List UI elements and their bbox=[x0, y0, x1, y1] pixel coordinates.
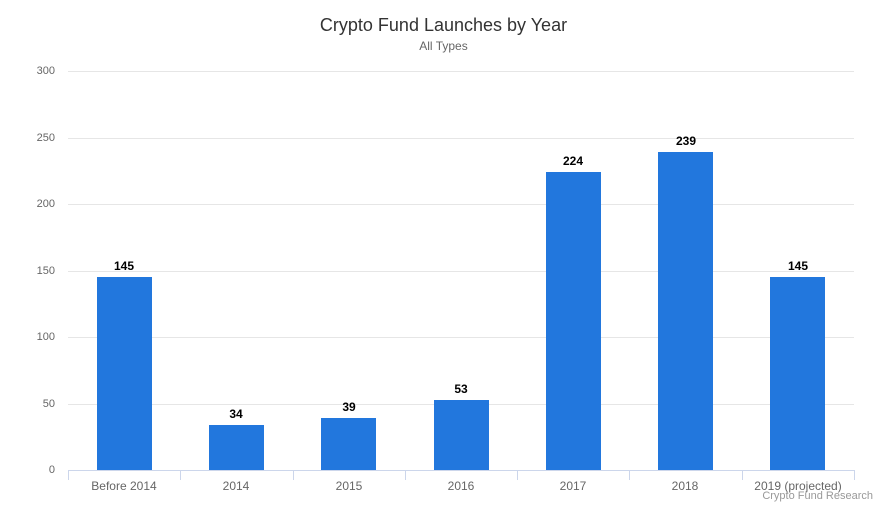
chart-subtitle: All Types bbox=[419, 39, 468, 53]
y-gridline bbox=[68, 204, 854, 205]
bar-2015[interactable] bbox=[321, 418, 376, 470]
x-axis-tick bbox=[854, 470, 855, 480]
bar-2017[interactable] bbox=[546, 172, 601, 470]
y-axis-tick-label: 50 bbox=[42, 398, 55, 410]
y-axis-tick-label: 100 bbox=[36, 331, 55, 343]
x-axis-category-label: 2014 bbox=[222, 479, 250, 493]
x-axis-line bbox=[68, 470, 854, 471]
y-axis-tick-label: 150 bbox=[36, 265, 55, 277]
bar-value-label: 34 bbox=[229, 407, 243, 421]
y-gridline bbox=[68, 138, 854, 139]
y-axis-tick-label: 300 bbox=[36, 65, 55, 77]
bar-2016[interactable] bbox=[434, 400, 489, 470]
bar-value-label: 224 bbox=[562, 154, 584, 168]
x-axis-tick bbox=[68, 470, 69, 480]
y-gridline bbox=[68, 71, 854, 72]
credits-label: Crypto Fund Research bbox=[762, 490, 873, 502]
x-axis-category-label: 2016 bbox=[447, 479, 475, 493]
x-axis-tick bbox=[180, 470, 181, 480]
bar-before-2014[interactable] bbox=[97, 277, 152, 470]
bar-2014[interactable] bbox=[209, 425, 264, 470]
bar-2018[interactable] bbox=[658, 152, 713, 470]
y-gridline bbox=[68, 271, 854, 272]
x-axis-category-label: 2015 bbox=[335, 479, 363, 493]
y-axis-tick-label: 0 bbox=[48, 464, 55, 476]
y-gridline bbox=[68, 337, 854, 338]
x-axis-tick bbox=[293, 470, 294, 480]
chart-title: Crypto Fund Launches by Year bbox=[319, 15, 568, 35]
x-axis-tick bbox=[405, 470, 406, 480]
bar-value-label: 145 bbox=[787, 259, 809, 273]
bar-value-label: 145 bbox=[113, 259, 135, 273]
y-axis-tick-label: 200 bbox=[36, 198, 55, 210]
bar-2019-projected-[interactable] bbox=[770, 277, 825, 470]
x-axis-tick bbox=[629, 470, 630, 480]
x-axis-category-label: 2017 bbox=[559, 479, 587, 493]
x-axis-category-label: Before 2014 bbox=[91, 479, 157, 493]
x-axis-category-label: 2018 bbox=[671, 479, 699, 493]
y-axis-tick-label: 250 bbox=[36, 132, 55, 144]
bar-value-label: 53 bbox=[454, 382, 468, 396]
bar-value-label: 239 bbox=[675, 134, 697, 148]
x-axis-tick bbox=[517, 470, 518, 480]
bar-value-label: 39 bbox=[342, 400, 356, 414]
x-axis-tick bbox=[742, 470, 743, 480]
x-axis-category-label: 2019 (projected) bbox=[754, 479, 842, 493]
